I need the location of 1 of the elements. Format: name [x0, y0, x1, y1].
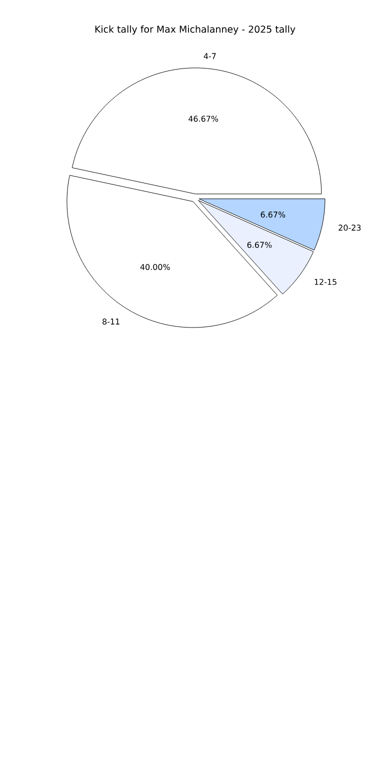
chart-title: Kick tally for Max Michalanney - 2025 tally — [95, 25, 296, 35]
